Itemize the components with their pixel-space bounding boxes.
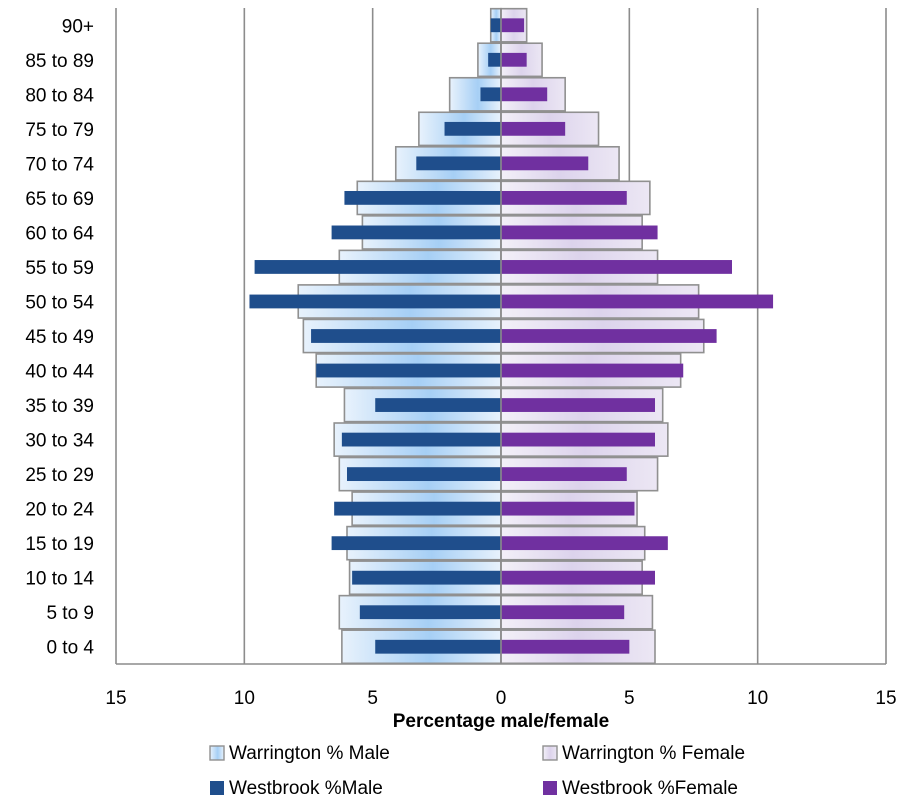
x-tick-label: 5 xyxy=(624,688,635,709)
legend-swatch xyxy=(542,745,558,761)
bar-westbrook-male-6 xyxy=(341,432,501,447)
bar-westbrook-female-16 xyxy=(501,87,548,102)
y-tick-labels: 0 to 4 5 to 9 10 to 14 15 to 19 20 to 24 25 t… xyxy=(25,16,94,658)
bar-westbrook-male-14 xyxy=(416,156,501,171)
x-tick-label: 5 xyxy=(367,688,378,709)
y-tick-label: 60 to 64 xyxy=(25,223,94,244)
legend-label: Westbrook %Female xyxy=(562,778,738,799)
legend-label: Warrington % Female xyxy=(562,743,745,764)
westbrook-bars xyxy=(249,18,774,654)
x-tick-label: 0 xyxy=(496,688,507,709)
bar-westbrook-male-11 xyxy=(254,260,501,274)
bar-westbrook-male-13 xyxy=(344,190,501,205)
y-tick-label: 50 to 54 xyxy=(25,292,94,313)
bar-westbrook-female-15 xyxy=(501,121,566,136)
bar-westbrook-male-8 xyxy=(316,363,501,378)
bar-westbrook-female-0 xyxy=(501,639,630,654)
bar-westbrook-male-12 xyxy=(331,225,501,240)
bar-westbrook-female-2 xyxy=(501,570,655,585)
bar-westbrook-female-17 xyxy=(501,52,527,67)
y-tick-label: 0 to 4 xyxy=(46,638,94,659)
legend-swatch xyxy=(543,781,557,795)
x-tick-label: 10 xyxy=(234,688,255,709)
bar-westbrook-male-5 xyxy=(347,467,501,482)
bar-westbrook-female-9 xyxy=(501,329,717,343)
legend-label: Warrington % Male xyxy=(229,743,390,764)
x-tick-label: 10 xyxy=(747,688,768,709)
legend-swatch xyxy=(210,781,224,795)
y-tick-label: 20 to 24 xyxy=(25,500,94,521)
x-tick-label: 15 xyxy=(105,688,126,709)
y-tick-label: 85 to 89 xyxy=(25,51,94,72)
y-tick-label: 25 to 29 xyxy=(25,465,94,486)
bar-westbrook-female-12 xyxy=(501,225,658,240)
bar-westbrook-female-4 xyxy=(501,501,635,516)
bar-westbrook-male-18 xyxy=(490,18,501,33)
y-tick-label: 30 to 34 xyxy=(25,431,94,452)
bar-westbrook-female-6 xyxy=(501,432,655,447)
bar-westbrook-female-8 xyxy=(501,363,684,378)
x-tick-labels: 15 10 5 0 5 10 15 xyxy=(105,688,896,709)
bar-westbrook-male-15 xyxy=(444,121,501,136)
y-tick-label: 80 to 84 xyxy=(25,85,94,106)
bar-westbrook-male-17 xyxy=(488,52,501,67)
bar-westbrook-female-18 xyxy=(501,18,525,33)
legend: Warrington % Male Warrington % Female West… xyxy=(209,743,745,799)
y-tick-label: 5 to 9 xyxy=(46,603,94,624)
bar-westbrook-female-10 xyxy=(501,294,774,309)
bar-westbrook-male-7 xyxy=(375,398,501,412)
x-tick-label: 15 xyxy=(875,688,896,709)
y-tick-label: 55 to 59 xyxy=(25,258,94,279)
bar-westbrook-male-16 xyxy=(480,87,501,102)
y-tick-label: 40 to 44 xyxy=(25,362,94,383)
y-tick-label: 75 to 79 xyxy=(25,120,94,141)
bar-westbrook-female-1 xyxy=(501,605,625,620)
y-tick-label: 15 to 19 xyxy=(25,534,94,555)
bar-westbrook-male-2 xyxy=(352,570,501,585)
bar-westbrook-male-10 xyxy=(249,294,501,309)
bar-westbrook-female-5 xyxy=(501,467,627,482)
legend-swatch xyxy=(209,745,225,761)
bar-westbrook-male-4 xyxy=(334,501,501,516)
y-tick-label: 35 to 39 xyxy=(25,396,94,417)
x-axis-title: Percentage male/female xyxy=(393,711,610,732)
bar-westbrook-female-14 xyxy=(501,156,589,171)
y-tick-label: 10 to 14 xyxy=(25,569,94,590)
bar-westbrook-female-11 xyxy=(501,260,732,274)
y-tick-label: 45 to 49 xyxy=(25,327,94,348)
y-tick-label: 70 to 74 xyxy=(25,154,94,175)
bar-westbrook-male-9 xyxy=(311,329,501,343)
y-tick-label: 90+ xyxy=(62,16,94,37)
y-tick-label: 65 to 69 xyxy=(25,189,94,210)
bar-westbrook-male-0 xyxy=(375,639,501,654)
legend-label: Westbrook %Male xyxy=(229,778,383,799)
bar-westbrook-female-3 xyxy=(501,536,668,551)
bar-westbrook-female-7 xyxy=(501,398,655,412)
bar-westbrook-male-1 xyxy=(359,605,501,620)
bar-westbrook-male-3 xyxy=(331,536,501,551)
bar-westbrook-female-13 xyxy=(501,190,627,205)
